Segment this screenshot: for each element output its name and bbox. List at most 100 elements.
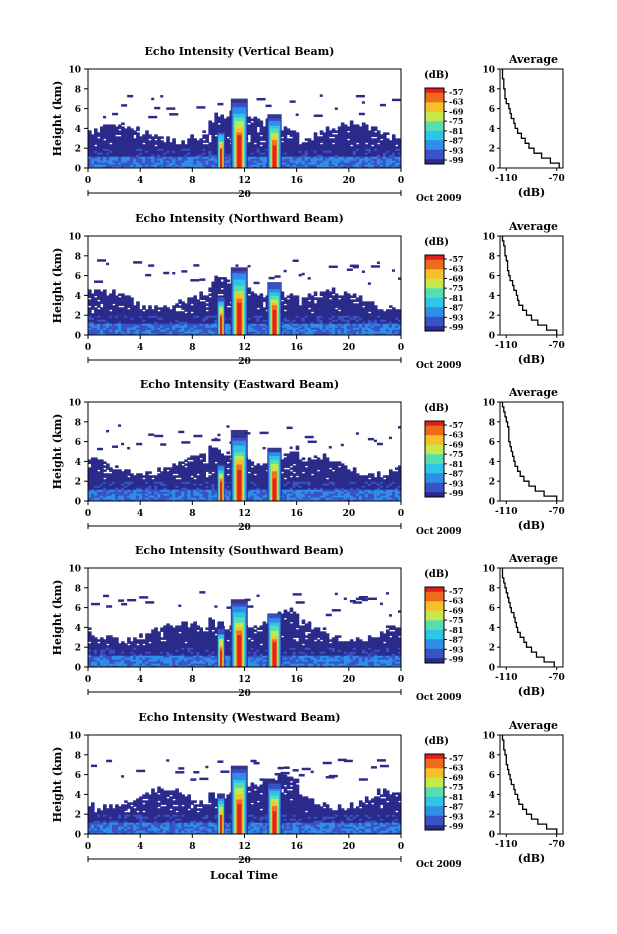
panel-1: Echo Intensity (Northward Beam)0246810He… bbox=[51, 212, 565, 371]
colorbar-tick-label: -87 bbox=[449, 136, 463, 146]
echo-cell bbox=[296, 132, 300, 135]
echo-cell bbox=[148, 264, 154, 266]
heatmap-cells bbox=[88, 94, 402, 168]
y-tick-label: 8 bbox=[75, 85, 81, 95]
echo-cell bbox=[172, 272, 175, 274]
echo-cell bbox=[380, 104, 386, 106]
y-tick-label: 8 bbox=[75, 252, 81, 262]
y-tick-label: 6 bbox=[75, 105, 81, 115]
x-tick-label: 0 bbox=[398, 176, 404, 186]
echo-cell bbox=[296, 295, 300, 298]
echo-cell bbox=[269, 277, 275, 279]
colorbar-tick-label: -69 bbox=[449, 106, 464, 116]
average-y-tick-label: 0 bbox=[489, 332, 495, 342]
echo-cell bbox=[193, 295, 197, 298]
average-title: Average bbox=[508, 53, 558, 66]
echo-cell bbox=[284, 270, 287, 272]
echo-cell bbox=[377, 262, 380, 264]
echo-cell bbox=[365, 124, 369, 127]
echo-cell bbox=[193, 435, 202, 437]
echo-cell bbox=[290, 100, 296, 102]
echo-cell bbox=[356, 95, 365, 97]
x-tick-label: 16 bbox=[290, 343, 303, 353]
colorbar-swatch bbox=[425, 131, 444, 136]
echo-cell bbox=[133, 261, 142, 263]
y-axis-label: Height (km) bbox=[51, 248, 64, 324]
average-x-label: (dB) bbox=[518, 353, 545, 366]
average-y-tick-label: 8 bbox=[489, 85, 495, 95]
average-y-tick-label: 6 bbox=[489, 105, 495, 115]
echo-cell bbox=[121, 443, 124, 445]
echo-cell bbox=[148, 433, 154, 435]
tower-cell bbox=[220, 149, 222, 168]
echo-cell bbox=[127, 95, 133, 97]
echo-cell bbox=[160, 443, 166, 445]
echo-cell bbox=[374, 305, 378, 308]
echo-cell bbox=[368, 282, 371, 284]
colorbar-tick-label: -99 bbox=[449, 322, 464, 332]
average-x-tick-label: -110 bbox=[495, 341, 518, 351]
tower-cell bbox=[273, 310, 277, 335]
colorbar-tick-label: -81 bbox=[449, 293, 463, 303]
echo-cell bbox=[160, 95, 163, 97]
echo-cell bbox=[392, 99, 401, 101]
echo-cell bbox=[121, 104, 127, 106]
x-tick-label: 16 bbox=[290, 176, 303, 186]
colorbar-tick-label: -57 bbox=[449, 254, 463, 264]
colorbar-swatch bbox=[425, 117, 444, 122]
average-y-tick-label: 6 bbox=[489, 272, 495, 282]
average-y-tick-label: 10 bbox=[482, 66, 495, 76]
colorbar-tick-label: -69 bbox=[449, 273, 464, 283]
y-axis-label: Height (km) bbox=[51, 81, 64, 157]
echo-cell bbox=[127, 447, 130, 449]
colorbar-swatch bbox=[425, 288, 444, 293]
echo-cell bbox=[260, 293, 264, 296]
colorbar-swatch bbox=[425, 255, 444, 260]
average-y-tick-label: 4 bbox=[489, 125, 495, 135]
colorbar: (dB)-57-63-69-75-81-87-93-99 bbox=[424, 237, 464, 332]
echo-cell bbox=[145, 274, 151, 276]
colorbar-swatch bbox=[425, 88, 444, 93]
echo-cell bbox=[371, 301, 375, 304]
y-tick-label: 4 bbox=[75, 292, 81, 302]
echo-cell bbox=[398, 277, 407, 279]
colorbar-swatch bbox=[425, 317, 444, 322]
colorbar-swatch bbox=[425, 155, 444, 160]
colorbar-swatch bbox=[425, 269, 444, 274]
average-y-tick-label: 10 bbox=[482, 233, 495, 243]
colorbar-tick-label: -63 bbox=[449, 264, 464, 274]
echo-cell bbox=[157, 467, 161, 470]
echo-cell bbox=[235, 264, 238, 266]
colorbar-swatch bbox=[425, 107, 444, 112]
colorbar-tick-label: -63 bbox=[449, 97, 464, 107]
echo-cell bbox=[121, 122, 125, 125]
colorbar-swatch bbox=[425, 298, 444, 303]
echo-cell bbox=[314, 132, 318, 135]
panel-title: Echo Intensity (Vertical Beam) bbox=[144, 45, 334, 58]
colorbar-swatch bbox=[425, 265, 444, 270]
colorbar-swatch bbox=[425, 145, 444, 150]
echo-cell bbox=[97, 448, 103, 450]
echo-cell bbox=[353, 266, 359, 268]
average-y-tick-label: 8 bbox=[489, 252, 495, 262]
echo-cell bbox=[181, 441, 190, 443]
echo-cell bbox=[199, 291, 203, 294]
colorbar-swatch bbox=[425, 303, 444, 308]
echo-cell bbox=[160, 136, 164, 139]
average-y-tick-label: 4 bbox=[489, 292, 495, 302]
echo-cell bbox=[112, 445, 118, 447]
y-tick-label: 10 bbox=[68, 66, 81, 76]
average-x-tick-label: -70 bbox=[549, 341, 565, 351]
colorbar-tick-label: -81 bbox=[449, 126, 463, 136]
colorbar-unit: (dB) bbox=[424, 70, 449, 81]
echo-cell bbox=[196, 106, 205, 108]
echo-cell bbox=[103, 289, 107, 292]
echo-cell bbox=[202, 130, 206, 133]
echo-cell bbox=[112, 113, 118, 115]
echo-cell bbox=[293, 260, 299, 262]
x-tick-label: 0 bbox=[85, 343, 91, 353]
colorbar-tick-label: -87 bbox=[449, 303, 463, 313]
colorbar-swatch bbox=[425, 322, 444, 327]
